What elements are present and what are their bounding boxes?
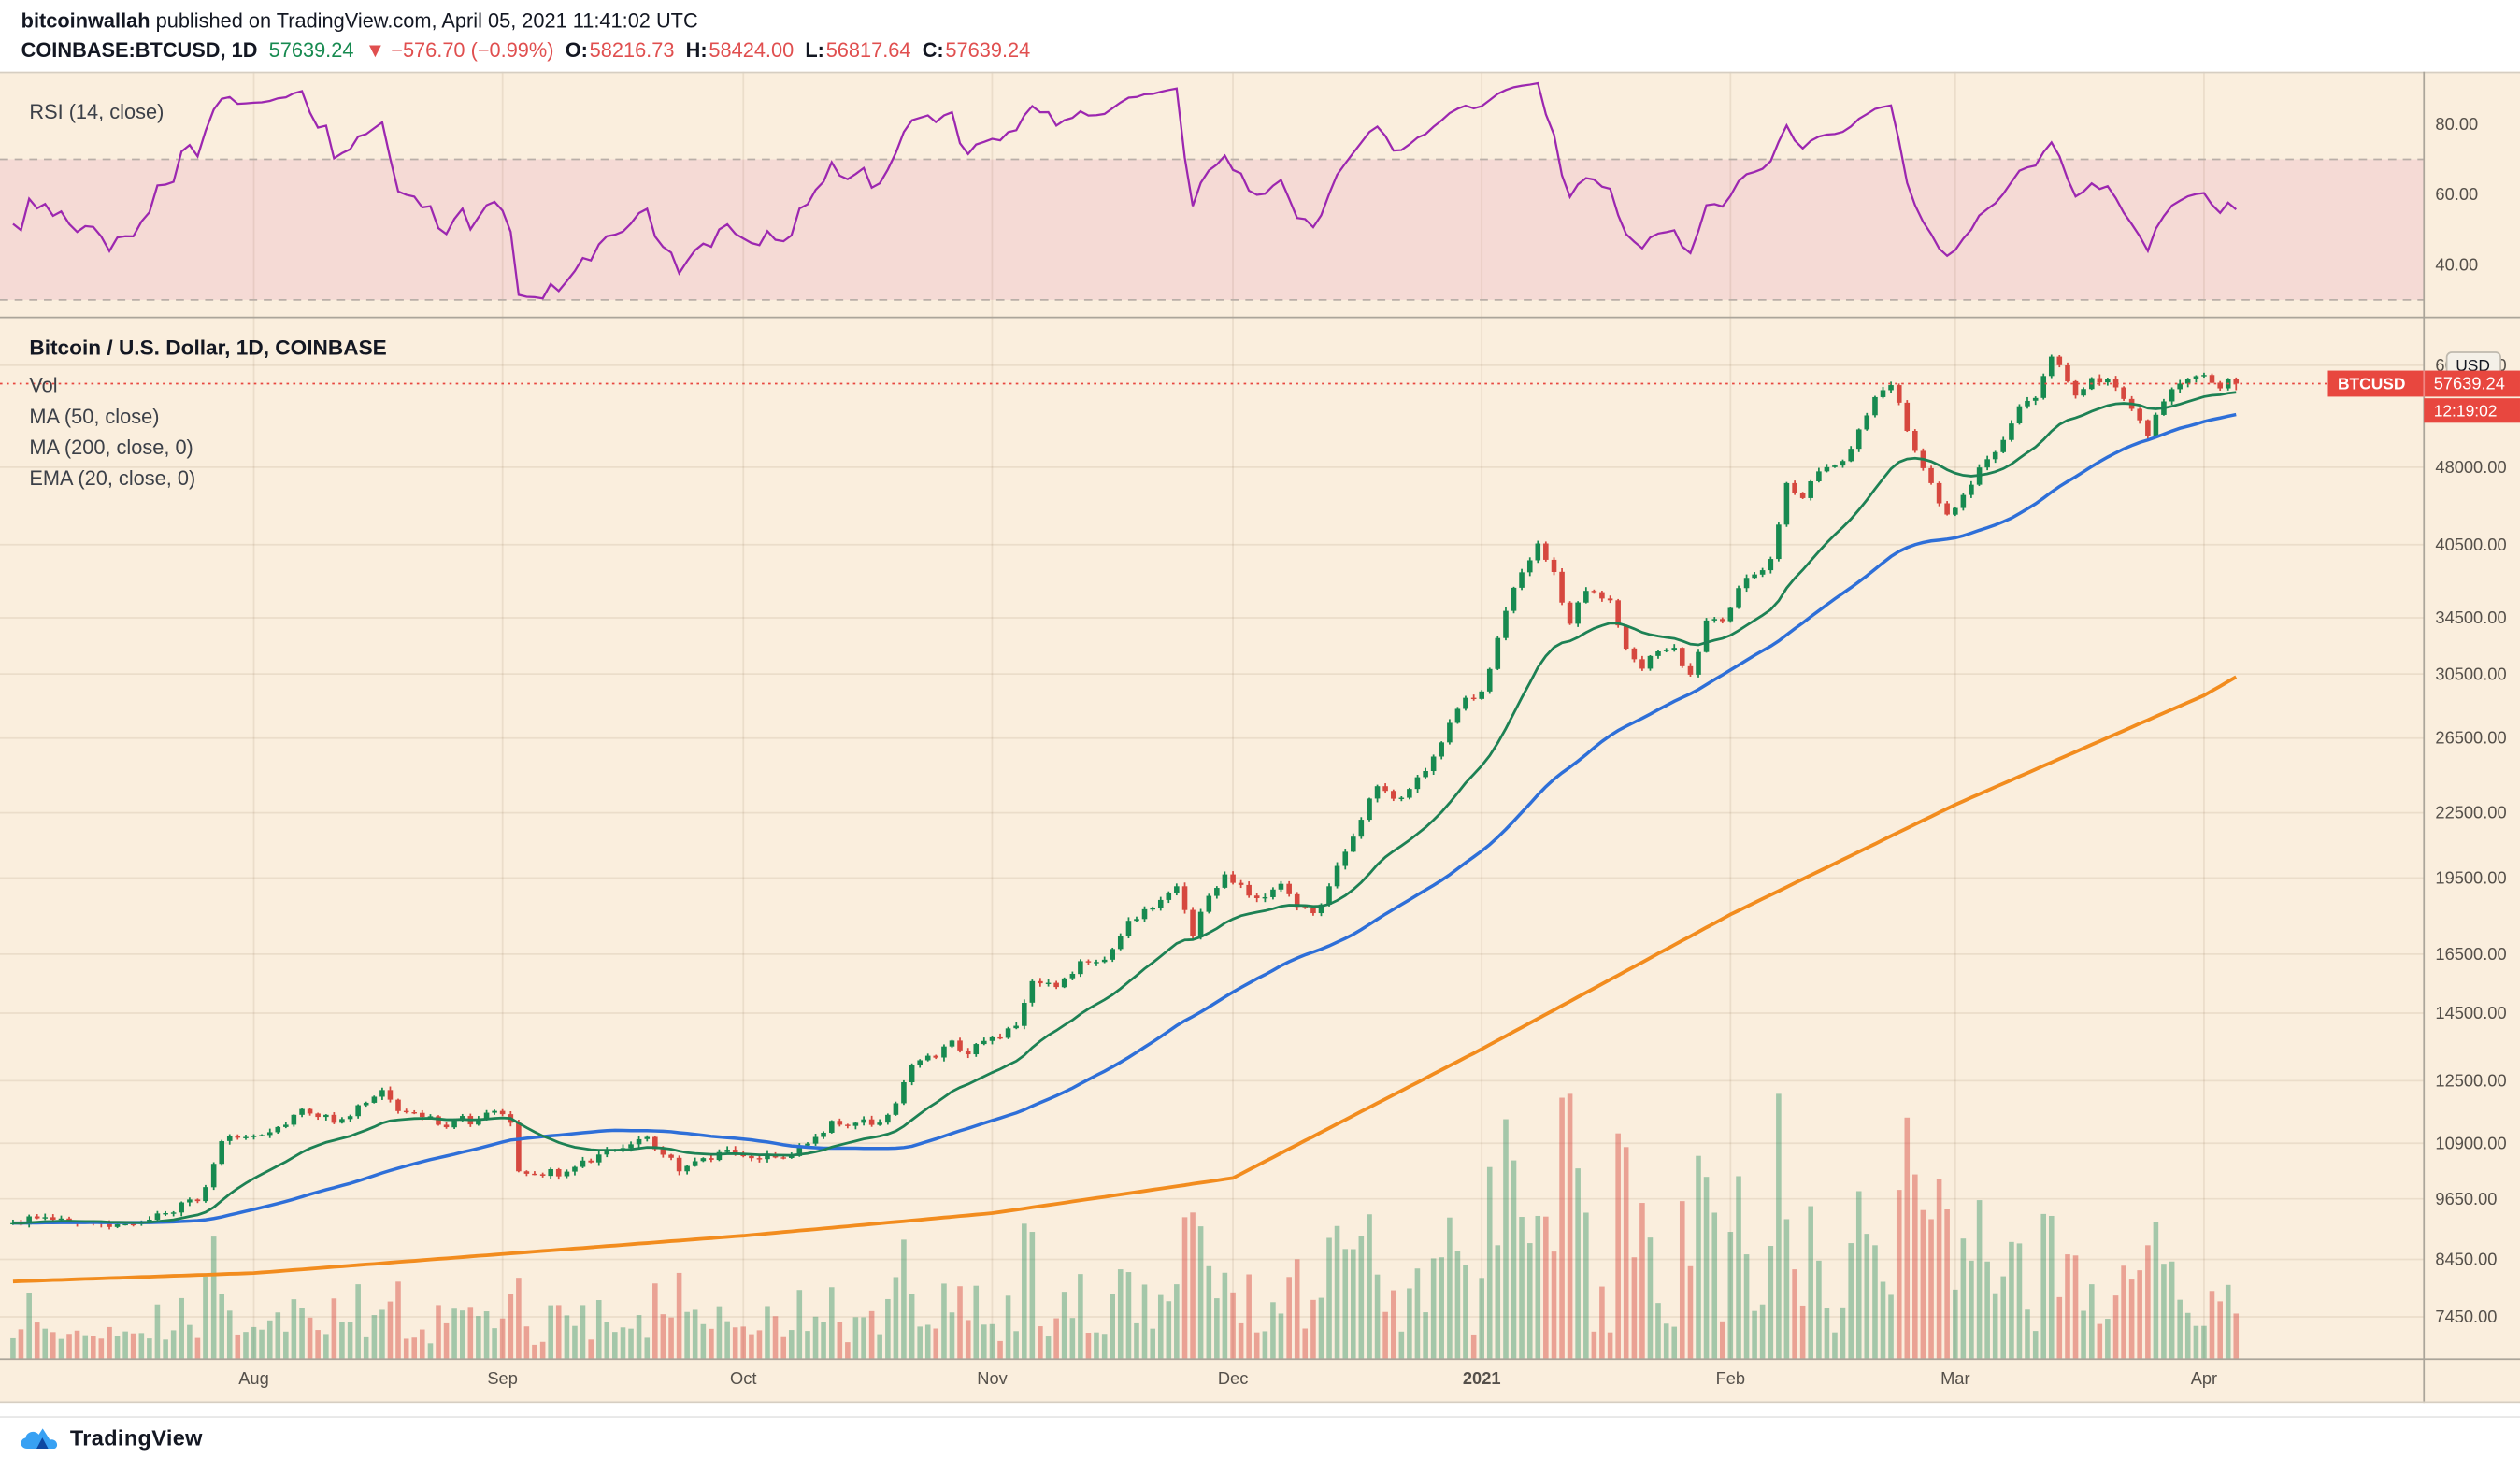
footer-spacer (0, 1403, 2520, 1417)
volume-bars (10, 1094, 2240, 1360)
ma50-line (12, 412, 2237, 1225)
high-value: H: 58424.00 (685, 38, 795, 63)
chart-area[interactable]: 80.0060.0040.0060000.0048000.0040500.003… (0, 71, 2520, 1404)
ma200-line (12, 675, 2238, 1284)
ma200-legend: MA (200, close, 0) (29, 436, 193, 460)
price-axis[interactable] (2424, 71, 2520, 1404)
footer: TradingView (0, 1416, 2520, 1458)
time-axis-label[interactable]: Aug (238, 1368, 268, 1388)
last-price: 57639.24 (268, 38, 354, 63)
ma50-legend: MA (50, close) (29, 405, 160, 429)
symbol-label: COINBASE:BTCUSD, 1D (21, 38, 258, 63)
ema20-line (12, 391, 2237, 1225)
low-value: L: 56817.64 (805, 38, 911, 63)
price-axis-label[interactable]: 12500.00 (2435, 1071, 2506, 1091)
price-axis-label[interactable]: 26500.00 (2435, 728, 2506, 748)
tradingview-logo[interactable] (20, 1425, 59, 1451)
rsi-axis-label[interactable]: 40.00 (2435, 254, 2478, 274)
low-label: L: (805, 38, 824, 63)
price-axis-label[interactable]: 16500.00 (2435, 944, 2506, 964)
open-value: O: 58216.73 (565, 38, 675, 63)
price-axis-label[interactable]: 48000.00 (2435, 457, 2506, 477)
brand-name[interactable]: TradingView (69, 1425, 203, 1451)
price-chart-canvas[interactable]: 80.0060.0040.0060000.0048000.0040500.003… (0, 71, 2520, 1404)
countdown-chip (2424, 398, 2520, 423)
chip-price: 57639.24 (2434, 374, 2505, 393)
price-axis-label[interactable]: 22500.00 (2435, 803, 2506, 822)
time-axis-label[interactable]: Sep (487, 1368, 518, 1388)
time-axis-label[interactable]: Nov (977, 1368, 1008, 1388)
rsi-axis-label[interactable]: 80.00 (2435, 114, 2478, 134)
rsi-pane (0, 81, 2425, 301)
time-axis-label[interactable]: Oct (730, 1368, 756, 1388)
author-name: bitcoinwallah (21, 9, 150, 33)
price-axis-label[interactable]: 14500.00 (2435, 1003, 2506, 1022)
price-axis-label[interactable]: 19500.00 (2435, 868, 2506, 888)
high-label: H: (685, 38, 708, 63)
time-axis-label[interactable]: Feb (1716, 1368, 1745, 1388)
price-axis-label[interactable]: 30500.00 (2435, 664, 2506, 683)
price-axis-label[interactable]: 34500.00 (2435, 608, 2506, 627)
gridlines (0, 71, 2425, 1360)
time-axis-label[interactable]: Dec (1218, 1368, 1248, 1388)
rsi-line (12, 81, 2237, 300)
close-label: C: (922, 38, 944, 63)
price-axis-label[interactable]: 8450.00 (2435, 1250, 2497, 1269)
ema20-legend: EMA (20, close, 0) (29, 466, 196, 491)
header: bitcoinwallah published on TradingView.c… (0, 0, 2520, 72)
close-value: C: 57639.24 (922, 38, 1031, 63)
time-axis-label[interactable]: Apr (2191, 1368, 2217, 1388)
unit-badge-label: USD (2456, 356, 2490, 375)
byline: bitcoinwallah published on TradingView.c… (21, 9, 2520, 32)
price-axis-label[interactable]: 40500.00 (2435, 535, 2506, 554)
chart-title: Bitcoin / U.S. Dollar, 1D, COINBASE (29, 335, 387, 360)
time-axis-label[interactable]: 2021 (1463, 1368, 1501, 1388)
chip-countdown: 12:19:02 (2434, 401, 2498, 420)
symbol-line: COINBASE:BTCUSD, 1D 57639.24 ▼ −576.70 (… (21, 39, 2520, 62)
volume-legend: Vol (29, 374, 58, 397)
price-axis-label[interactable]: 9650.00 (2435, 1189, 2497, 1208)
chip-symbol: BTCUSD (2338, 375, 2406, 393)
tradingview-cloud-icon (21, 1427, 58, 1449)
price-axis-label[interactable]: 7450.00 (2435, 1307, 2497, 1326)
price-axis-label[interactable]: 10900.00 (2435, 1133, 2506, 1152)
chart-background (0, 71, 2520, 1404)
rsi-band (0, 159, 2425, 300)
rsi-axis-label[interactable]: 60.00 (2435, 184, 2478, 204)
price-change: ▼ −576.70 (−0.99%) (365, 38, 554, 63)
published-text: published on TradingView.com, April 05, … (150, 9, 698, 33)
last-price-chip: BTCUSD 57639.24 12:19:02 (2327, 370, 2520, 423)
rsi-legend: RSI (14, close) (29, 100, 165, 124)
time-axis-label[interactable]: Mar (1940, 1368, 1969, 1388)
open-label: O: (565, 38, 588, 63)
